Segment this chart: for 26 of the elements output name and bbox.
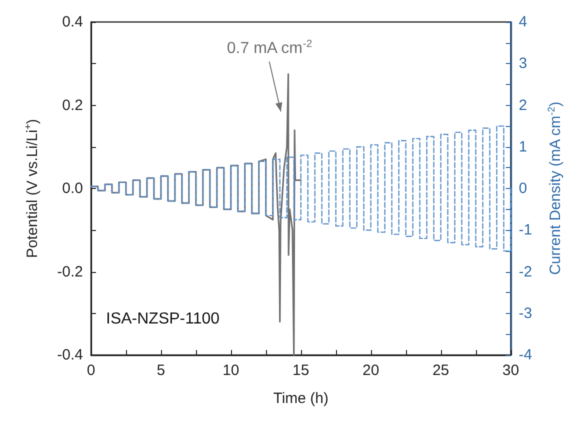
y-tick-label: 0.2 — [62, 96, 83, 114]
y2-tick-label: 4 — [518, 14, 528, 30]
y-tick-label: 0.4 — [62, 14, 83, 30]
y2-tick-label: 3 — [518, 55, 528, 72]
y2-tick-label: 1 — [518, 138, 528, 156]
line-series — [90, 73, 302, 356]
x-tick-label: 10 — [222, 362, 240, 379]
y-tick-label: -0.2 — [57, 263, 83, 280]
y2-tick-label: 0 — [518, 180, 528, 197]
x-tick-label: 5 — [156, 362, 166, 379]
y2-tick-label: 2 — [518, 96, 528, 114]
x-tick-label: 30 — [502, 362, 520, 379]
y-tick-label: -0.4 — [57, 346, 83, 364]
y-tick-label: 0.0 — [62, 180, 83, 197]
annotation: ISA-NZSP-1100 — [106, 310, 220, 328]
y2-axis-title: Current Density (mA cm-2) — [546, 102, 564, 275]
x-tick-label: 20 — [362, 362, 380, 379]
y2-tick-label: -1 — [518, 222, 532, 239]
y2-tick-label: -3 — [518, 304, 532, 322]
y-axis-title: Potential (V vs.Li/Li+) — [23, 118, 41, 258]
y2-tick-label: -4 — [518, 346, 532, 364]
x-tick-label: 25 — [432, 362, 450, 379]
x-tick-label: 15 — [292, 362, 310, 379]
x-axis-title: Time (h) — [273, 390, 329, 407]
y2-tick-label: -2 — [518, 263, 532, 280]
x-tick-label: 0 — [86, 362, 96, 379]
